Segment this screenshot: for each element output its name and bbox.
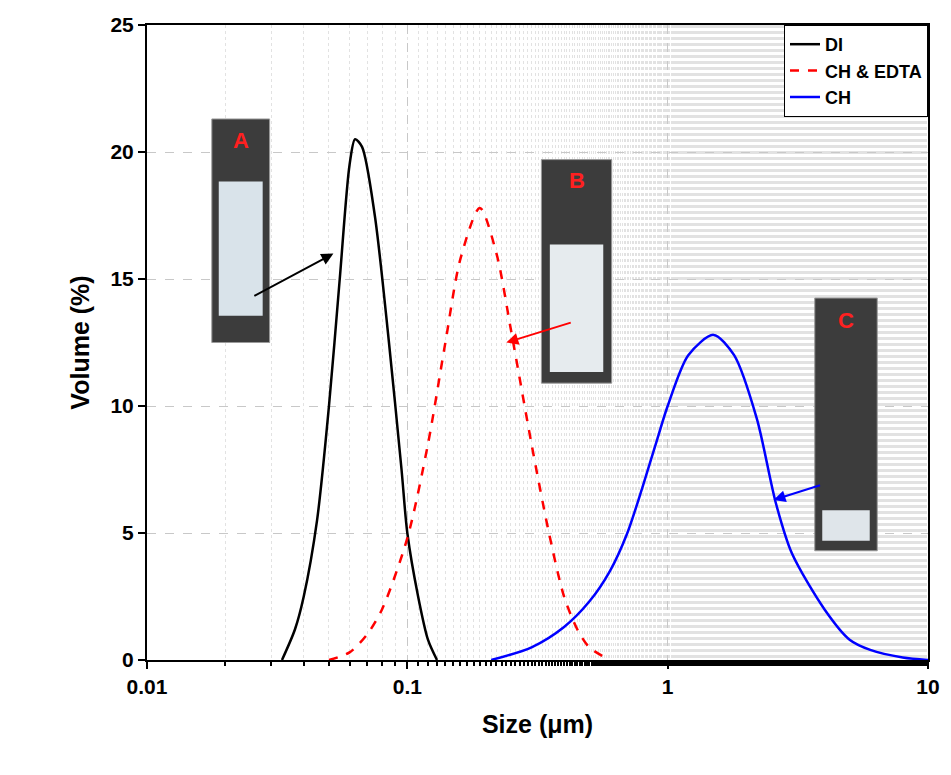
svg-text:5: 5: [122, 521, 134, 544]
svg-text:B: B: [569, 168, 585, 193]
svg-text:10: 10: [916, 675, 939, 698]
svg-text:A: A: [233, 128, 249, 153]
svg-text:C: C: [838, 308, 854, 333]
svg-text:0.01: 0.01: [127, 675, 168, 698]
svg-text:CH: CH: [825, 88, 851, 108]
svg-text:15: 15: [110, 267, 134, 290]
svg-text:0: 0: [122, 648, 134, 671]
svg-text:CH & EDTA: CH & EDTA: [825, 62, 922, 82]
svg-text:25: 25: [110, 13, 134, 36]
svg-text:10: 10: [110, 394, 133, 417]
svg-text:Size (μm): Size (μm): [482, 710, 593, 738]
svg-text:0.1: 0.1: [393, 675, 423, 698]
svg-text:Volume (%): Volume (%): [66, 275, 94, 409]
svg-text:1: 1: [662, 675, 674, 698]
svg-text:20: 20: [110, 140, 133, 163]
svg-text:DI: DI: [825, 35, 843, 55]
